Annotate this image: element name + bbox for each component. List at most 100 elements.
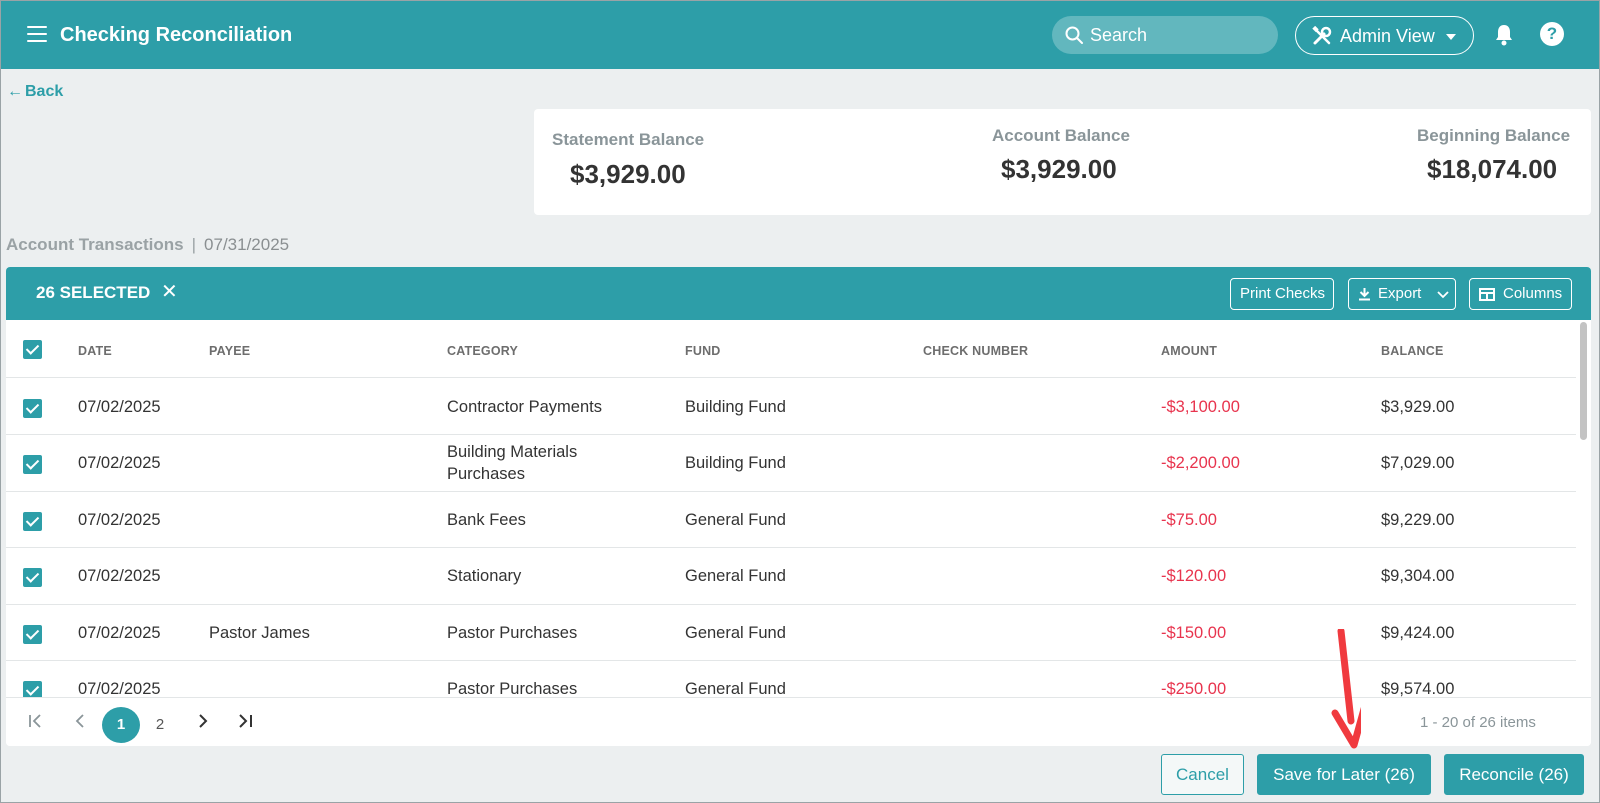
row-date: 07/02/2025 xyxy=(78,567,161,585)
columns-button[interactable]: Columns xyxy=(1469,278,1572,310)
table-row[interactable]: 07/02/2025 Pastor Purchases General Fund… xyxy=(6,662,1576,697)
column-header-fund[interactable]: FUND xyxy=(685,344,721,358)
columns-label: Columns xyxy=(1503,285,1563,302)
pagination: 1 2 1 - 20 of 26 items xyxy=(6,697,1591,746)
row-category: Pastor Purchases xyxy=(447,680,578,697)
cancel-button[interactable]: Cancel xyxy=(1161,754,1244,795)
row-fund: General Fund xyxy=(685,511,786,529)
row-fund: Building Fund xyxy=(685,454,786,472)
row-date: 07/02/2025 xyxy=(78,511,161,529)
row-date: 07/02/2025 xyxy=(78,624,161,642)
first-page-icon[interactable] xyxy=(27,712,45,730)
next-page-icon[interactable] xyxy=(194,712,212,730)
table-row[interactable]: 07/02/2025 Pastor James Pastor Purchases… xyxy=(6,605,1576,661)
caret-down-icon xyxy=(1446,34,1456,40)
transactions-panel: 26 SELECTED ✕ Print Checks Export xyxy=(6,267,1591,746)
row-fund: General Fund xyxy=(685,624,786,642)
table-row[interactable]: 07/02/2025 Bank Fees General Fund -$75.0… xyxy=(6,492,1576,548)
row-balance: $9,574.00 xyxy=(1381,680,1455,697)
chevron-down-icon xyxy=(1437,291,1449,299)
column-header-payee[interactable]: PAYEE xyxy=(209,344,251,358)
row-amount: -$150.00 xyxy=(1161,624,1227,642)
row-fund: General Fund xyxy=(685,680,786,697)
reconcile-button[interactable]: Reconcile (26) xyxy=(1444,754,1584,795)
tools-icon xyxy=(1312,26,1332,45)
row-category: Pastor Purchases xyxy=(447,624,578,642)
admin-view-dropdown[interactable]: Admin View xyxy=(1295,16,1474,55)
hamburger-menu-icon[interactable] xyxy=(27,26,47,42)
column-header-check-number[interactable]: CHECK NUMBER xyxy=(923,344,1029,358)
search-box[interactable] xyxy=(1052,16,1278,54)
row-checkbox[interactable] xyxy=(23,568,42,587)
row-balance: $9,304.00 xyxy=(1381,567,1455,585)
statement-balance-value: $3,929.00 xyxy=(570,159,686,189)
table-row[interactable]: 07/02/2025 Contractor Payments Building … xyxy=(6,379,1576,435)
section-title-name: Account Transactions xyxy=(6,235,184,254)
back-link[interactable]: ← Back xyxy=(7,83,63,101)
help-icon[interactable]: ? xyxy=(1540,22,1564,46)
select-all-checkbox[interactable] xyxy=(23,340,42,359)
export-label: Export xyxy=(1378,285,1422,302)
table-row[interactable]: 07/02/2025 Building Materials Purchases … xyxy=(6,436,1576,492)
search-input[interactable] xyxy=(1090,16,1270,54)
admin-view-label: Admin View xyxy=(1340,26,1435,46)
beginning-balance-value: $18,074.00 xyxy=(1427,154,1558,184)
back-label: Back xyxy=(25,83,64,100)
export-button[interactable]: Export xyxy=(1348,278,1456,310)
arrow-left-icon: ← xyxy=(7,83,23,100)
table-header: DATE PAYEE CATEGORY FUND CHECK NUMBER AM… xyxy=(6,320,1576,378)
previous-page-icon[interactable] xyxy=(71,712,89,730)
row-checkbox[interactable] xyxy=(23,455,42,474)
row-balance: $7,029.00 xyxy=(1381,454,1455,472)
row-category: Contractor Payments xyxy=(447,398,602,416)
row-amount: -$120.00 xyxy=(1161,567,1227,585)
column-header-amount[interactable]: AMOUNT xyxy=(1161,344,1218,358)
clear-selection-close-icon[interactable]: ✕ xyxy=(161,281,178,303)
section-title-separator: | xyxy=(191,235,197,254)
table-scrollbar[interactable] xyxy=(1580,322,1587,440)
row-balance: $9,229.00 xyxy=(1381,511,1455,529)
print-checks-label: Print Checks xyxy=(1240,285,1326,302)
selection-toolbar: 26 SELECTED ✕ Print Checks Export xyxy=(6,267,1591,320)
row-date: 07/02/2025 xyxy=(78,398,161,416)
page-title: Checking Reconciliation xyxy=(60,24,293,46)
page-2-button[interactable]: 2 xyxy=(155,716,165,733)
statement-balance-label: Statement Balance xyxy=(552,130,705,149)
row-amount: -$75.00 xyxy=(1161,511,1217,529)
column-header-balance[interactable]: BALANCE xyxy=(1381,344,1444,358)
row-checkbox[interactable] xyxy=(23,512,42,531)
last-page-icon[interactable] xyxy=(236,712,254,730)
row-payee: Pastor James xyxy=(209,624,310,642)
row-fund: Building Fund xyxy=(685,398,786,416)
table-columns-icon xyxy=(1479,288,1495,301)
column-header-date[interactable]: DATE xyxy=(78,344,112,358)
annotation-arrow-icon xyxy=(1331,629,1361,749)
row-checkbox[interactable] xyxy=(23,399,42,418)
row-checkbox[interactable] xyxy=(23,625,42,644)
table-row[interactable]: 07/02/2025 Stationary General Fund -$120… xyxy=(6,549,1576,605)
beginning-balance-label: Beginning Balance xyxy=(1417,126,1571,145)
row-category: Building Materials xyxy=(447,443,578,461)
row-balance: $9,424.00 xyxy=(1381,624,1455,642)
balance-summary-card: Statement Balance $3,929.00 Account Bala… xyxy=(534,109,1591,215)
row-amount: -$3,100.00 xyxy=(1161,398,1240,416)
pagination-info: 1 - 20 of 26 items xyxy=(1420,714,1536,731)
selected-count: 26 SELECTED xyxy=(36,283,151,302)
print-checks-button[interactable]: Print Checks xyxy=(1230,278,1334,310)
row-checkbox[interactable] xyxy=(23,681,42,697)
row-balance: $3,929.00 xyxy=(1381,398,1455,416)
download-icon xyxy=(1359,288,1370,301)
row-category: Stationary xyxy=(447,567,522,585)
row-category-line2: Purchases xyxy=(447,465,525,483)
row-date: 07/02/2025 xyxy=(78,454,161,472)
bell-icon[interactable] xyxy=(1494,24,1514,46)
statement-date: 07/31/2025 xyxy=(204,235,290,254)
save-for-later-button[interactable]: Save for Later (26) xyxy=(1257,754,1431,795)
row-category: Bank Fees xyxy=(447,511,526,529)
search-icon xyxy=(1065,26,1083,44)
page-1-button[interactable]: 1 xyxy=(102,707,140,743)
row-fund: General Fund xyxy=(685,567,786,585)
top-header: Checking Reconciliation Admin View ? xyxy=(1,1,1599,69)
column-header-category[interactable]: CATEGORY xyxy=(447,344,519,358)
